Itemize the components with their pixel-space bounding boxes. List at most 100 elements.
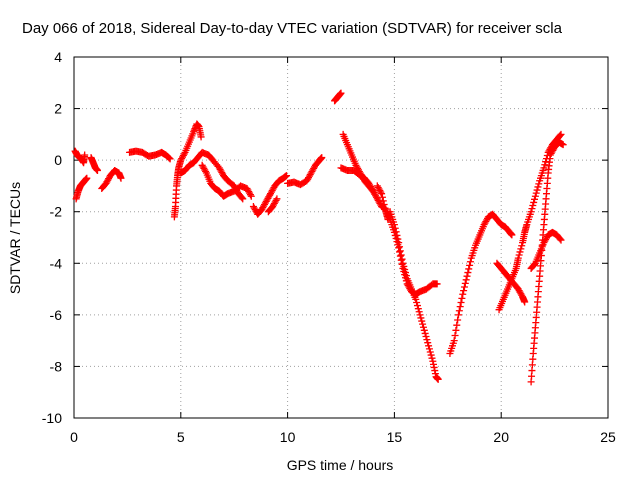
x-axis-label: GPS time / hours xyxy=(287,457,394,473)
series-2 xyxy=(72,174,91,203)
data-point xyxy=(165,154,173,162)
data-point xyxy=(454,316,462,324)
y-tick-label: -10 xyxy=(42,410,62,426)
data-point xyxy=(396,247,404,255)
data-series xyxy=(71,89,567,386)
series-15 xyxy=(373,182,392,223)
data-point xyxy=(459,290,467,298)
data-point xyxy=(418,317,426,325)
y-tick-label: -8 xyxy=(50,358,63,374)
data-point xyxy=(462,276,470,284)
data-point xyxy=(337,89,345,97)
data-point xyxy=(455,307,463,315)
data-point xyxy=(434,375,442,383)
data-point xyxy=(379,197,387,205)
data-point xyxy=(556,235,564,243)
data-point xyxy=(521,298,529,306)
data-point xyxy=(427,351,435,359)
data-point xyxy=(246,191,254,199)
series-3 xyxy=(87,154,101,174)
data-point xyxy=(534,183,542,191)
data-point xyxy=(419,323,427,331)
x-tick-label: 10 xyxy=(280,429,296,445)
series-12 xyxy=(331,89,345,105)
data-point xyxy=(399,259,407,267)
plot-frame xyxy=(73,56,609,419)
series-6 xyxy=(170,120,205,221)
data-point xyxy=(450,337,458,345)
data-point xyxy=(392,228,400,236)
data-point xyxy=(117,174,125,182)
data-point xyxy=(394,235,402,243)
data-point xyxy=(400,262,408,270)
data-point xyxy=(465,265,473,273)
data-point xyxy=(433,280,441,288)
data-point xyxy=(397,251,405,259)
data-point xyxy=(454,311,462,319)
data-point xyxy=(166,155,174,163)
data-point xyxy=(81,151,89,159)
series-21 xyxy=(527,228,565,272)
y-axis-label: SDTVAR / TECUs xyxy=(7,182,23,294)
data-point xyxy=(518,242,526,250)
data-point xyxy=(318,154,326,162)
data-point xyxy=(381,204,389,212)
series-10 xyxy=(264,195,281,216)
series-20 xyxy=(527,138,567,386)
data-point xyxy=(239,195,247,203)
data-point xyxy=(395,239,403,247)
data-point xyxy=(283,172,291,180)
y-tick-label: -2 xyxy=(50,204,63,220)
data-point xyxy=(416,311,424,319)
data-point xyxy=(557,130,565,138)
data-point xyxy=(463,272,471,280)
data-point xyxy=(377,188,385,196)
data-point xyxy=(541,161,549,169)
data-point xyxy=(557,236,565,244)
series-8 xyxy=(198,161,255,200)
data-point xyxy=(393,231,401,239)
data-point xyxy=(402,272,410,280)
data-point xyxy=(531,192,539,200)
data-point xyxy=(458,294,466,302)
data-point xyxy=(423,336,431,344)
data-point xyxy=(380,200,388,208)
data-point xyxy=(422,333,430,341)
data-point xyxy=(460,287,468,295)
data-point xyxy=(83,174,91,182)
data-point xyxy=(420,326,428,334)
data-point xyxy=(461,279,469,287)
series-11 xyxy=(284,154,326,189)
data-point xyxy=(517,245,525,253)
data-point xyxy=(402,269,410,277)
data-point xyxy=(531,195,539,203)
data-point xyxy=(396,243,404,251)
series-5 xyxy=(126,147,174,163)
data-point xyxy=(413,298,421,306)
data-point xyxy=(415,308,423,316)
data-point xyxy=(456,303,464,311)
data-point xyxy=(247,192,255,200)
series-7 xyxy=(177,148,247,203)
y-tick-label: 0 xyxy=(54,152,62,168)
x-tick-label: 25 xyxy=(600,429,616,445)
x-tick-label: 15 xyxy=(387,429,403,445)
series-19 xyxy=(495,130,565,314)
x-tick-label: 5 xyxy=(177,429,185,445)
data-point xyxy=(540,164,548,172)
data-point xyxy=(515,251,523,259)
grid xyxy=(74,57,608,418)
chart-title: Day 066 of 2018, Sidereal Day-to-day VTE… xyxy=(22,20,563,37)
data-point xyxy=(452,326,460,334)
data-point xyxy=(508,231,516,239)
data-point xyxy=(453,321,461,329)
series-16 xyxy=(386,208,442,383)
data-point xyxy=(528,205,536,213)
data-point xyxy=(391,224,399,232)
data-point xyxy=(556,131,564,139)
data-point xyxy=(421,329,429,337)
data-point xyxy=(412,295,420,303)
data-point xyxy=(532,189,540,197)
data-point xyxy=(238,194,246,202)
